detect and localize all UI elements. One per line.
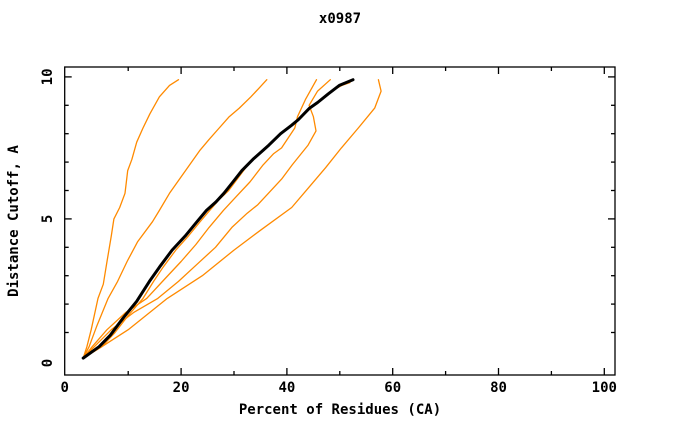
x-tick-label-60: 60: [384, 380, 401, 396]
x-tick-label-100: 100: [592, 380, 617, 396]
x-tick-label-40: 40: [278, 380, 295, 396]
y-axis-label: Distance Cutoff, A: [6, 145, 22, 297]
y-tick-label-0: 0: [40, 359, 56, 367]
y-tick-label-5: 5: [40, 215, 56, 223]
orange-curve-1: [82, 79, 180, 359]
axis-ticks: [64, 67, 615, 375]
axis-tick-labels: 0 20 40 60 80 100 0 5 10: [40, 68, 617, 396]
data-series: [81, 78, 382, 360]
x-tick-label-0: 0: [60, 380, 68, 396]
x-tick-label-80: 80: [490, 380, 507, 396]
y-tick-label-10: 10: [40, 68, 56, 85]
plot-frame: [64, 66, 616, 376]
black-reference-curve: [81, 78, 355, 360]
orange-curve-6: [82, 79, 382, 359]
chart-title: x0987: [319, 11, 361, 27]
orange-curve-4: [82, 79, 331, 359]
x-tick-label-20: 20: [173, 380, 190, 396]
orange-curve-2: [82, 79, 268, 359]
x-axis-label: Percent of Residues (CA): [239, 402, 441, 418]
